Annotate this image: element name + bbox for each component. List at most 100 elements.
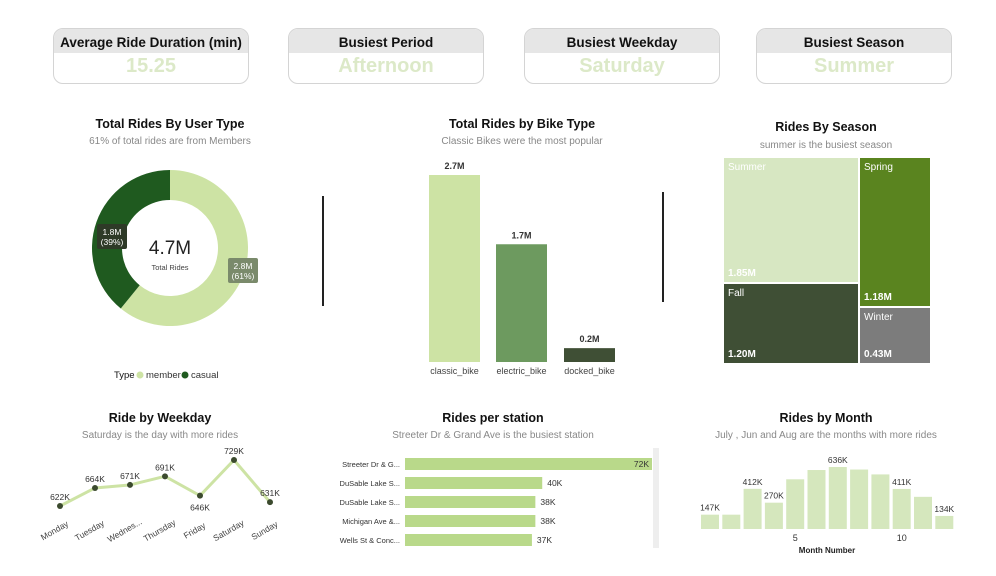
month-chart-subtitle: July , Jun and Aug are the months with m… [715, 430, 937, 441]
station-category-label: DuSable Lake S... [340, 479, 400, 488]
weekday-axis-label: Monday [39, 518, 71, 542]
scrollbar-track [653, 448, 659, 548]
weekday-point [57, 503, 63, 509]
weekday-data-label: 671K [120, 471, 140, 481]
bar-data-label: 0.2M [579, 334, 599, 344]
bar-category-label: classic_bike [430, 366, 479, 376]
bar-data-label: 2.7M [444, 161, 464, 171]
weekday-axis-label: Thursday [142, 517, 178, 544]
treemap-tile-name: Fall [728, 288, 745, 299]
weekday-axis-label: Wednes... [105, 517, 143, 545]
station-bar [405, 477, 543, 489]
bar-category-label: docked_bike [564, 366, 615, 376]
bike-type-chart-title: Total Rides by Bike Type [448, 117, 596, 131]
kpi-card-avg-duration: Average Ride Duration (min) 15.25 [53, 28, 249, 84]
month-data-label: 134K [934, 504, 954, 514]
station-category-label: Wells St & Conc... [340, 536, 400, 545]
station-data-label: 40K [547, 478, 562, 488]
treemap-tile-spring: Spring 1.18M [860, 158, 930, 306]
weekday-data-label: 631K [260, 488, 280, 498]
user-type-chart-subtitle: 61% of total rides are from Members [89, 136, 251, 147]
month-bar [914, 496, 932, 529]
treemap-tile-name: Winter [864, 312, 893, 323]
month-bar [892, 488, 911, 529]
section-divider [322, 196, 324, 306]
month-data-label: 270K [764, 491, 784, 501]
weekday-data-label: 729K [224, 448, 244, 456]
kpi-value: Saturday [579, 55, 665, 77]
month-data-label: 636K [828, 455, 848, 465]
month-tick-label: 10 [897, 533, 907, 543]
month-data-label: 412K [743, 477, 763, 487]
weekday-point [127, 481, 133, 488]
bar-category-label: electric_bike [496, 366, 546, 376]
weekday-data-label: 691K [155, 462, 175, 472]
treemap-tile-name: Summer [728, 162, 766, 173]
kpi-label: Busiest Weekday [525, 29, 719, 53]
month-bar [701, 514, 719, 529]
donut-slice-member [120, 170, 248, 326]
station-category-label: DuSable Lake S... [340, 498, 400, 507]
donut-data-pct: (39%) [101, 237, 124, 247]
month-bar [850, 469, 869, 529]
donut-label-box [97, 224, 127, 249]
month-bar [743, 488, 762, 529]
user-type-donut-chart: 4.7M Total Rides 2.8M(61%) 1.8M(39%) Type mem… [91, 170, 258, 380]
legend-marker-member [136, 371, 144, 379]
kpi-value: Afternoon [338, 55, 434, 77]
weekday-point [197, 492, 203, 499]
kpi-label: Busiest Season [757, 29, 951, 53]
bar-data-label: 1.7M [511, 230, 531, 240]
month-axis-title: Month Number [799, 546, 855, 555]
kpi-label: Average Ride Duration (min) [54, 29, 248, 53]
bike-type-bar-chart: 2.7M classic_bike 1.7M electric_bike 0.2M doc… [429, 161, 615, 376]
weekday-chart-subtitle: Saturday is the day with more rides [81, 430, 239, 441]
weekday-data-label: 664K [85, 474, 105, 484]
month-chart-title: Rides by Month [779, 411, 873, 425]
donut-label-box [228, 258, 258, 283]
kpi-card-busiest-weekday: Busiest Weekday Saturday [524, 28, 720, 84]
station-bar-chart: Streeter Dr & G... 72K DuSable Lake S... 40… [340, 448, 659, 548]
month-bar [764, 502, 783, 529]
donut-center-label: Total Rides [151, 263, 188, 272]
weekday-chart-title: Ride by Weekday [108, 411, 212, 425]
season-treemap: Summer 1.85M Fall 1.20M Spring 1.18M Winter 0.4… [724, 158, 930, 363]
kpi-value: 15.25 [125, 55, 177, 77]
kpi-card-busiest-season: Busiest Season Summer [756, 28, 952, 84]
kpi-value: Summer [813, 55, 895, 77]
donut-data-pct: (61%) [232, 271, 255, 281]
weekday-point [267, 499, 273, 506]
weekday-data-label: 646K [190, 503, 210, 513]
donut-data-label: 2.8M [234, 261, 253, 271]
bar-docked_bike [564, 348, 615, 362]
station-category-label: Streeter Dr & G... [342, 460, 400, 469]
weekday-line-chart: 622K Monday 664K Tuesday 671K Wednes... 691K Th… [39, 448, 281, 545]
station-data-label: 38K [540, 497, 555, 507]
station-bar [405, 515, 536, 527]
month-data-label: 411K [892, 477, 912, 487]
section-divider [662, 192, 664, 302]
kpi-card-busiest-period: Busiest Period Afternoon [288, 28, 484, 84]
treemap-tile-value: 1.20M [728, 349, 756, 360]
station-data-label: 38K [540, 516, 555, 526]
station-chart-subtitle: Streeter Dr & Grand Ave is the busiest s… [392, 430, 594, 441]
month-bar [828, 467, 847, 529]
donut-data-label: 1.8M [103, 227, 122, 237]
legend-entry-member: member [146, 370, 181, 380]
user-type-chart-title: Total Rides By User Type [95, 117, 245, 131]
station-data-label: 72K [634, 459, 649, 469]
month-bar [935, 515, 954, 529]
station-chart-title: Rides per station [442, 411, 544, 425]
station-data-label: 37K [537, 535, 552, 545]
treemap-tile-summer: Summer 1.85M [724, 158, 858, 282]
treemap-tile-value: 0.43M [864, 349, 892, 360]
legend-entry-casual: casual [191, 370, 218, 380]
treemap-tile-winter: Winter 0.43M [860, 308, 930, 363]
treemap-tile-value: 1.85M [728, 268, 756, 279]
weekday-axis-label: Sunday [250, 518, 281, 541]
month-bar [722, 514, 741, 529]
station-bar [405, 534, 532, 546]
donut-center-value: 4.7M [149, 238, 191, 259]
legend-title: Type [114, 370, 135, 380]
treemap-tile-name: Spring [864, 162, 893, 173]
